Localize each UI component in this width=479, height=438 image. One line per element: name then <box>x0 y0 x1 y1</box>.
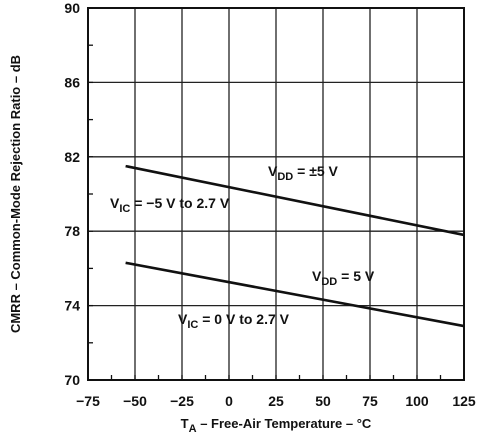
y-tick-label: 86 <box>64 74 80 90</box>
series-group <box>125 164 465 328</box>
y-tick-label: 78 <box>64 223 80 239</box>
y-tick-label: 74 <box>64 298 80 314</box>
y-axis-label: CMRR – Common-Mode Rejection Ratio – dB <box>8 55 23 333</box>
x-tick-labels: −75 −50 −25 0 25 50 75 100 125 <box>76 393 476 409</box>
x-tick-label: −75 <box>76 393 100 409</box>
x-tick-label: −50 <box>123 393 147 409</box>
y-tick-label: 90 <box>64 0 80 16</box>
x-tick-label: 50 <box>315 393 331 409</box>
y-tick-labels: 70 74 78 82 86 90 <box>64 0 80 388</box>
series-line-1 <box>125 164 465 237</box>
annotation-vic-neg5-to-2p7: VIC = −5 V to 2.7 V <box>110 195 230 215</box>
annotation-vdd-pm5: VDD = ±5 V <box>268 163 339 183</box>
grid <box>88 8 464 380</box>
tick-marks <box>87 7 465 381</box>
annotation-vic-0-to-2p7: VIC = 0 V to 2.7 V <box>178 311 290 331</box>
series-line-2 <box>125 261 465 328</box>
x-tick-label: 0 <box>225 393 233 409</box>
x-tick-label: 25 <box>268 393 284 409</box>
x-tick-label: 100 <box>405 393 429 409</box>
x-tick-label: 75 <box>362 393 378 409</box>
x-tick-label: 125 <box>452 393 476 409</box>
x-tick-label: −25 <box>170 393 194 409</box>
y-tick-label: 82 <box>64 149 80 165</box>
annotation-vdd-5: VDD = 5 V <box>312 268 375 288</box>
x-axis-label: TA – Free-Air Temperature – °C <box>181 416 372 435</box>
y-tick-label: 70 <box>64 372 80 388</box>
